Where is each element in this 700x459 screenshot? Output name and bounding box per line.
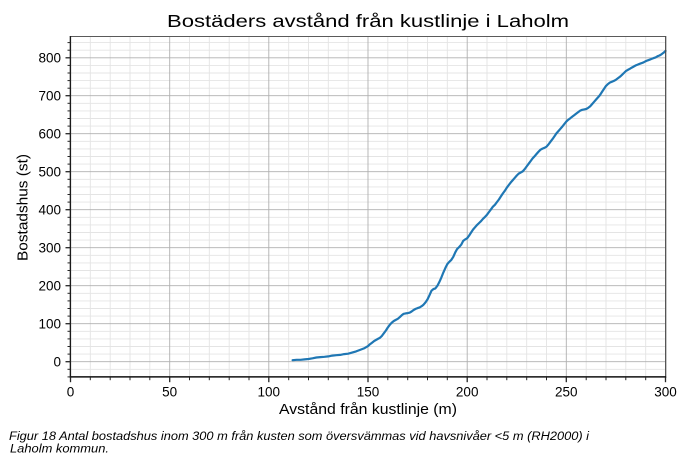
svg-text:300: 300 [654, 385, 677, 400]
svg-text:250: 250 [555, 385, 578, 400]
svg-text:Laholm kommun.: Laholm kommun. [10, 444, 109, 456]
svg-text:Bostadshus (st): Bostadshus (st) [15, 154, 32, 261]
svg-text:100: 100 [258, 385, 281, 400]
svg-text:400: 400 [38, 203, 61, 218]
svg-text:Figur 18 Antal bostadshus inom: Figur 18 Antal bostadshus inom 300 m frå… [9, 431, 589, 443]
svg-text:Avstånd från kustlinje (m): Avstånd från kustlinje (m) [279, 401, 457, 418]
svg-text:100: 100 [38, 317, 61, 332]
svg-text:0: 0 [53, 355, 61, 370]
svg-text:300: 300 [38, 241, 61, 256]
svg-text:500: 500 [38, 165, 61, 180]
svg-text:200: 200 [456, 385, 479, 400]
svg-text:Bostäders avstånd från kustlin: Bostäders avstånd från kustlinje i Lahol… [167, 11, 569, 31]
svg-text:0: 0 [67, 385, 75, 400]
svg-text:800: 800 [38, 51, 61, 66]
svg-text:50: 50 [162, 385, 177, 400]
svg-text:600: 600 [38, 127, 61, 142]
svg-text:700: 700 [38, 89, 61, 104]
svg-text:200: 200 [38, 279, 61, 294]
svg-text:150: 150 [357, 385, 380, 400]
